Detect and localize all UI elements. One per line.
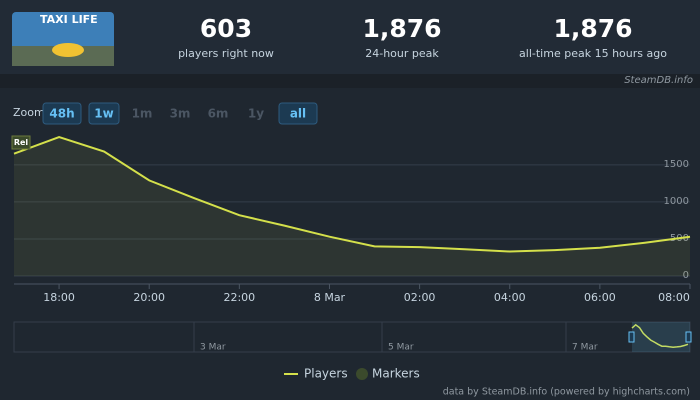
zoom-button[interactable] (278, 102, 318, 125)
navigator-label: 3 Mar (200, 343, 226, 353)
flag (11, 135, 31, 150)
zoom-button-label[interactable]: 1w (94, 107, 113, 121)
stat-value: 1,876 (553, 14, 632, 43)
game-image-taxi (52, 43, 84, 57)
zoom-button-label[interactable]: 1y (248, 107, 264, 121)
game-logo: TAXI LIFE (40, 13, 98, 26)
legend-label[interactable]: Players (304, 367, 348, 381)
zoom-button-label[interactable]: 6m (208, 107, 229, 121)
zoom-button-label[interactable]: 1m (132, 107, 153, 121)
zoom-label: Zoom (13, 106, 45, 119)
x-tick-label: 20:00 (133, 291, 165, 304)
navigator-handle[interactable] (685, 331, 692, 343)
x-tick-label: 8 Mar (314, 291, 346, 304)
navigator-label: 5 Mar (388, 343, 414, 353)
stat-value: 603 (200, 14, 252, 43)
x-tick-label: 02:00 (404, 291, 436, 304)
stats-panel (0, 0, 700, 74)
series-line (13, 135, 691, 253)
navigator-window[interactable] (632, 322, 690, 352)
y-tick-label: 1000 (664, 196, 689, 207)
navigator-label: 7 Mar (572, 343, 598, 353)
zoom-button-label[interactable]: 48h (49, 107, 74, 121)
legend-swatch[interactable] (356, 368, 368, 380)
y-tick-label: 0 (683, 270, 689, 281)
stat-label: players right now (178, 47, 274, 60)
x-tick-label: 08:00 (658, 291, 690, 304)
x-tick-label: 04:00 (494, 291, 526, 304)
legend-label[interactable]: Markers (372, 367, 420, 381)
stat-label: all-time peak 15 hours ago (519, 47, 667, 60)
stat-value: 1,876 (362, 14, 441, 43)
credits: data by SteamDB.info (powered by highcha… (443, 387, 690, 398)
chart-panel (0, 88, 700, 400)
flag-label: Rel (14, 138, 29, 147)
y-tick-label: 1500 (664, 159, 689, 170)
source: SteamDB.info (624, 75, 693, 86)
stat-label: 24-hour peak (365, 47, 439, 60)
zoom-button[interactable] (42, 102, 82, 125)
navigator-line (631, 323, 689, 348)
zoom-button-label[interactable]: all (290, 107, 306, 121)
navigator-handle[interactable] (628, 331, 635, 343)
x-tick-label: 06:00 (584, 291, 616, 304)
zoom-button[interactable] (88, 102, 120, 125)
series-area (14, 137, 690, 276)
x-tick-label: 22:00 (223, 291, 255, 304)
x-tick-label: 18:00 (43, 291, 75, 304)
zoom-button-label[interactable]: 3m (170, 107, 191, 121)
